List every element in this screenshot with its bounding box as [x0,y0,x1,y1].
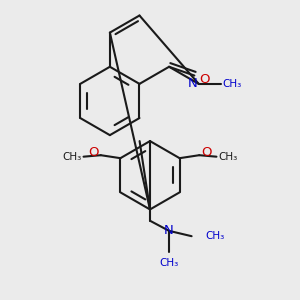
Text: CH₃: CH₃ [62,152,81,162]
Text: CH₃: CH₃ [159,258,178,268]
Text: N: N [164,224,174,237]
Text: N: N [188,77,197,90]
Text: CH₃: CH₃ [219,152,238,162]
Text: CH₃: CH₃ [205,231,224,241]
Text: CH₃: CH₃ [223,79,242,89]
Text: O: O [88,146,98,159]
Text: O: O [199,73,210,85]
Text: O: O [202,146,212,159]
